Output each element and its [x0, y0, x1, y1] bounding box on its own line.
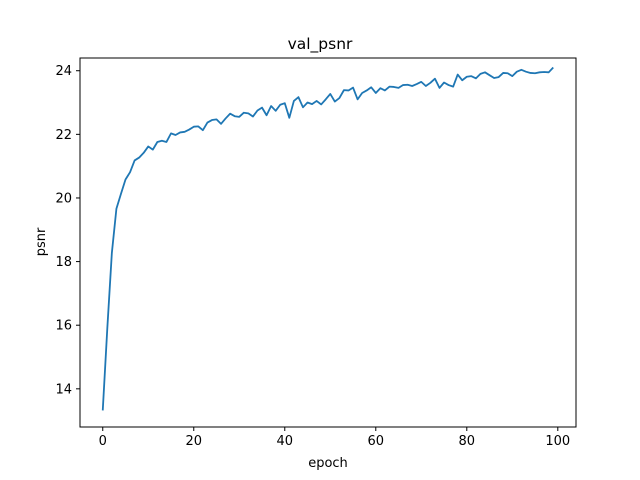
- y-tick-label: 16: [55, 319, 72, 334]
- y-tick-label: 14: [55, 382, 72, 397]
- y-axis-label: psnr: [34, 227, 49, 256]
- x-axis: 0 20 40 60 80 100: [99, 427, 570, 449]
- y-tick-label: 18: [55, 255, 72, 270]
- axes-frame: [79, 57, 577, 428]
- y-tick-label: 22: [55, 128, 72, 143]
- x-tick-label: 60: [368, 434, 385, 449]
- x-tick-label: 0: [99, 434, 107, 449]
- x-tick-label: 100: [545, 434, 570, 449]
- y-axis: 14 16 18 20 22 24: [55, 64, 80, 397]
- plot-area: [101, 66, 554, 411]
- x-tick-label: 80: [459, 434, 476, 449]
- chart-title: val_psnr: [288, 35, 353, 54]
- y-tick-label: 20: [55, 191, 72, 206]
- series-line-0: [101, 66, 554, 411]
- x-axis-label: epoch: [308, 456, 348, 471]
- x-tick-label: 20: [185, 434, 202, 449]
- y-tick-label: 24: [55, 64, 72, 79]
- x-tick-label: 40: [276, 434, 293, 449]
